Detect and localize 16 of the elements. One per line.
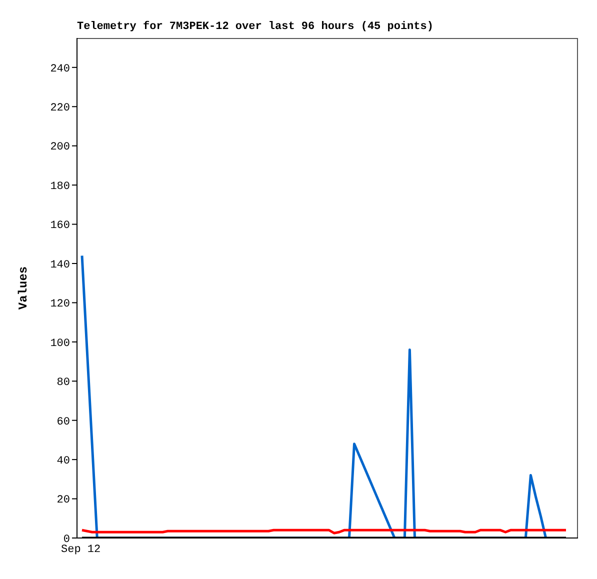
y-tick-label: 160 bbox=[50, 220, 70, 232]
text: Sep 12 bbox=[61, 544, 101, 556]
y-tick-label: 0 bbox=[63, 534, 70, 546]
y-tick-label: 240 bbox=[50, 63, 70, 76]
y-tick-label: 20 bbox=[56, 494, 70, 507]
y-tick-label: 80 bbox=[56, 377, 70, 390]
y-tick-label: 40 bbox=[56, 455, 70, 468]
y-tick-label: 120 bbox=[50, 298, 70, 311]
y-tick-label: 220 bbox=[50, 102, 70, 115]
y-tick-label: 200 bbox=[50, 142, 70, 154]
y-tick-label: 180 bbox=[50, 180, 70, 193]
y-tick-label: 60 bbox=[56, 416, 70, 428]
y-tick-label: 100 bbox=[50, 338, 70, 350]
chart-title: Telemetry for 7M3PEK-12 over last 96 hours (45 points) bbox=[77, 21, 434, 33]
y-tick-label: 140 bbox=[50, 259, 70, 272]
y-axis-title: Values bbox=[16, 266, 30, 310]
